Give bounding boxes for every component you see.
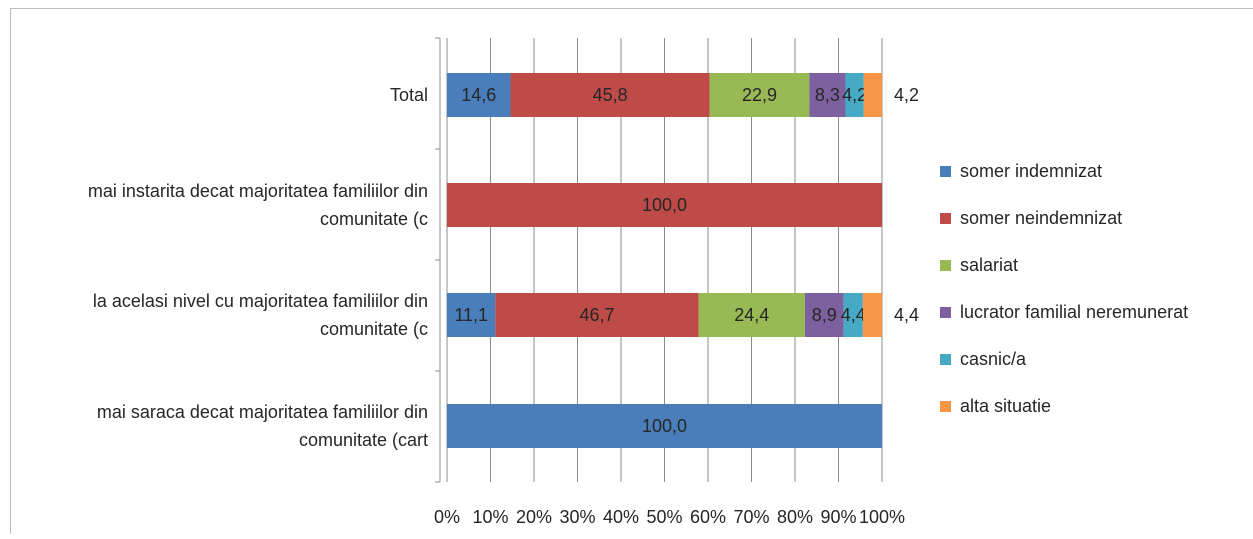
data-label: 46,7 (579, 305, 614, 325)
x-tick-label: 90% (820, 507, 856, 527)
data-label: 4,4 (841, 305, 866, 325)
bar-segment (510, 73, 710, 117)
data-label: 4,2 (842, 85, 867, 105)
bar-segment (495, 293, 699, 337)
frame-top-border (10, 8, 1253, 9)
legend-swatch (940, 307, 951, 318)
legend-swatch (940, 354, 951, 365)
bar-segment (447, 404, 882, 448)
legend-label: somer neindemnizat (960, 208, 1122, 228)
legend-swatch (940, 260, 951, 271)
data-label: 4,2 (894, 85, 919, 105)
x-tick-label: 30% (559, 507, 595, 527)
x-tick-label: 80% (777, 507, 813, 527)
data-label: 24,4 (734, 305, 769, 325)
data-label: 100,0 (642, 416, 687, 436)
data-label: 14,6 (461, 85, 496, 105)
data-label: 22,9 (742, 85, 777, 105)
x-tick-label: 20% (516, 507, 552, 527)
legend-swatch (940, 213, 951, 224)
bar-segment (447, 293, 496, 337)
bar-segment (863, 73, 882, 117)
legend-label: alta situatie (960, 396, 1051, 416)
category-label: comunitate (cart (299, 430, 428, 450)
legend-label: somer indemnizat (960, 161, 1102, 181)
bar-segment (709, 73, 810, 117)
data-label: 11,1 (454, 305, 488, 325)
x-tick-label: 0% (434, 507, 460, 527)
x-tick-label: 50% (646, 507, 682, 527)
x-tick-label: 60% (690, 507, 726, 527)
legend-label: lucrator familial neremunerat (960, 302, 1188, 322)
category-label: mai saraca decat majoritatea familiilor … (97, 402, 428, 422)
frame-left-border (10, 8, 11, 534)
category-label: comunitate (c (320, 319, 428, 339)
x-tick-label: 100% (859, 507, 905, 527)
bar-segment (447, 73, 511, 117)
bar-segment (843, 293, 863, 337)
bar-segment (804, 293, 844, 337)
bar-segment (698, 293, 805, 337)
category-label: la acelasi nivel cu majoritatea familiil… (93, 291, 428, 311)
data-label: 100,0 (642, 195, 687, 215)
bar-segment (447, 183, 882, 227)
x-tick-label: 10% (472, 507, 508, 527)
bar-segment (862, 293, 882, 337)
legend-label: casnic/a (960, 349, 1027, 369)
x-tick-label: 70% (733, 507, 769, 527)
data-label: 8,3 (815, 85, 840, 105)
legend-label: salariat (960, 255, 1018, 275)
bar-segment (809, 73, 846, 117)
bar-segment (845, 73, 864, 117)
legend-swatch (940, 401, 951, 412)
data-label: 4,4 (894, 305, 919, 325)
category-label: comunitate (c (320, 209, 428, 229)
data-label: 8,9 (812, 305, 837, 325)
category-label: mai instarita decat majoritatea familiil… (88, 181, 428, 201)
x-tick-label: 40% (603, 507, 639, 527)
legend-swatch (940, 166, 951, 177)
data-label: 45,8 (593, 85, 628, 105)
category-label: Total (390, 85, 428, 105)
